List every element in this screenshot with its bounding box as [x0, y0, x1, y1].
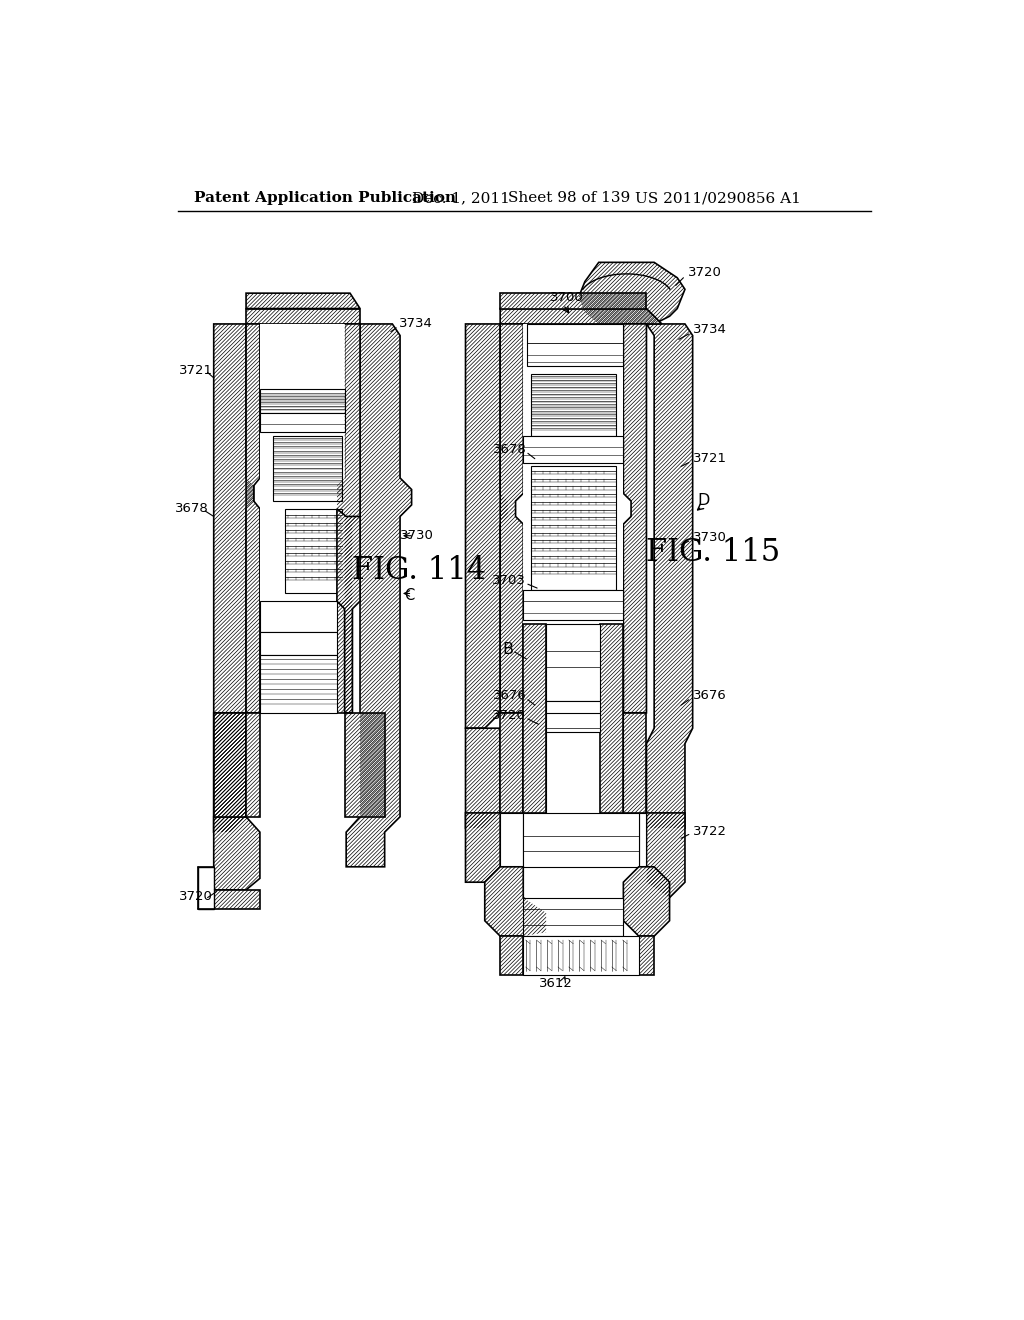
Bar [260, 389, 345, 412]
Polygon shape [523, 624, 547, 813]
Text: 3678: 3678 [493, 444, 526, 455]
Bar [523, 624, 547, 813]
Bar [523, 436, 624, 462]
Bar [547, 624, 600, 701]
Polygon shape [214, 890, 260, 909]
Polygon shape [345, 713, 385, 817]
Polygon shape [624, 323, 646, 713]
Polygon shape [246, 713, 260, 817]
Text: Patent Application Publication: Patent Application Publication [194, 191, 456, 206]
Bar [260, 601, 337, 713]
Text: 3720: 3720 [688, 265, 722, 279]
Text: 3721: 3721 [692, 453, 727, 465]
Bar [260, 412, 345, 432]
Text: FIG. 115: FIG. 115 [646, 537, 780, 568]
Bar [273, 436, 342, 502]
Polygon shape [646, 813, 685, 898]
Text: 3721: 3721 [179, 363, 213, 376]
Polygon shape [466, 813, 500, 882]
Polygon shape [500, 309, 662, 323]
Polygon shape [214, 713, 246, 817]
Polygon shape [214, 323, 254, 832]
Bar [527, 323, 624, 367]
Text: FIG. 114: FIG. 114 [352, 554, 486, 586]
Bar [639, 813, 646, 867]
Polygon shape [646, 323, 692, 829]
Text: 3700: 3700 [550, 290, 584, 304]
Text: 3720: 3720 [179, 890, 213, 903]
Polygon shape [500, 293, 646, 309]
Polygon shape [624, 713, 646, 813]
Polygon shape [246, 323, 260, 713]
Bar [600, 624, 624, 813]
Text: 3730: 3730 [692, 531, 727, 544]
Polygon shape [346, 323, 412, 867]
Text: 3720: 3720 [493, 709, 526, 722]
Polygon shape [214, 713, 246, 832]
Text: US 2011/0290856 A1: US 2011/0290856 A1 [635, 191, 801, 206]
Polygon shape [500, 713, 523, 813]
Polygon shape [639, 936, 654, 974]
Polygon shape [484, 867, 547, 936]
Text: Dec. 1, 2011: Dec. 1, 2011 [412, 191, 510, 206]
Text: 3734: 3734 [692, 323, 727, 335]
Text: Sheet 98 of 139: Sheet 98 of 139 [508, 191, 630, 206]
Polygon shape [624, 867, 670, 936]
Polygon shape [579, 263, 685, 323]
Bar [500, 813, 646, 867]
Polygon shape [214, 817, 260, 890]
Bar [523, 898, 624, 936]
Bar [260, 655, 337, 713]
Polygon shape [466, 323, 508, 729]
Polygon shape [337, 601, 345, 713]
Bar [523, 936, 639, 974]
Bar [260, 632, 337, 655]
Polygon shape [246, 293, 360, 309]
Bar [531, 374, 615, 436]
Polygon shape [337, 323, 360, 713]
Polygon shape [246, 309, 360, 323]
Bar [523, 813, 639, 867]
Polygon shape [600, 624, 624, 813]
Text: 3676: 3676 [692, 689, 726, 702]
Bar [531, 466, 615, 590]
Text: D: D [697, 492, 710, 508]
Text: 3676: 3676 [493, 689, 526, 702]
Text: 3612: 3612 [539, 977, 572, 990]
Bar [500, 813, 523, 867]
Polygon shape [500, 936, 523, 974]
Text: 3703: 3703 [493, 574, 526, 587]
Text: C: C [403, 589, 414, 603]
Polygon shape [500, 323, 523, 713]
Bar [523, 624, 624, 813]
Text: 3722: 3722 [692, 825, 727, 838]
Bar [523, 590, 624, 620]
Bar [260, 601, 337, 632]
Text: 3734: 3734 [398, 317, 432, 330]
Text: 3678: 3678 [175, 502, 209, 515]
Text: 3730: 3730 [400, 529, 434, 543]
Polygon shape [337, 508, 360, 713]
Bar [523, 323, 624, 713]
Text: B: B [502, 642, 513, 657]
Bar [260, 323, 345, 713]
Bar [285, 508, 342, 594]
Bar [199, 867, 214, 909]
Polygon shape [466, 729, 500, 829]
Bar [547, 701, 600, 733]
